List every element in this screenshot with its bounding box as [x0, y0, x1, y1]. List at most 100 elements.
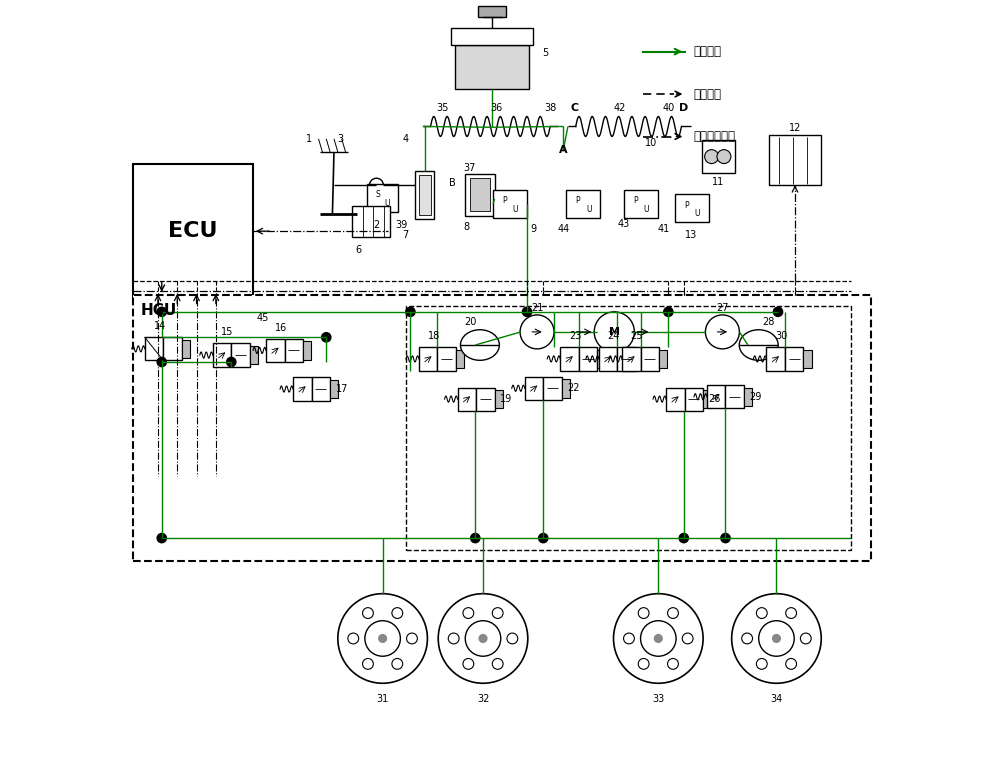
Bar — [641, 347, 659, 370]
Bar — [476, 388, 495, 411]
Text: B: B — [449, 178, 456, 188]
Ellipse shape — [739, 329, 778, 360]
Text: 30: 30 — [775, 331, 787, 341]
Bar — [419, 347, 437, 370]
Text: 21: 21 — [531, 302, 543, 312]
Text: 10: 10 — [644, 138, 657, 148]
Bar — [560, 347, 579, 370]
Text: 驱动电路: 驱动电路 — [693, 88, 721, 101]
Bar — [622, 347, 641, 370]
Circle shape — [679, 533, 688, 542]
Circle shape — [614, 594, 703, 684]
Bar — [330, 380, 338, 398]
Circle shape — [227, 357, 236, 367]
Bar — [702, 140, 735, 173]
Circle shape — [786, 659, 797, 670]
Text: P: P — [502, 196, 507, 205]
Circle shape — [363, 608, 373, 618]
Bar — [231, 343, 250, 367]
Bar — [579, 347, 597, 370]
Circle shape — [717, 150, 731, 164]
Circle shape — [664, 307, 673, 316]
Text: 16: 16 — [275, 322, 287, 332]
Text: 15: 15 — [221, 327, 234, 337]
Bar — [566, 190, 600, 218]
Circle shape — [732, 594, 821, 684]
Text: 11: 11 — [712, 177, 725, 188]
Text: A: A — [559, 145, 568, 155]
Bar — [456, 350, 464, 368]
Bar — [451, 29, 533, 46]
Bar — [543, 377, 562, 400]
Text: 26: 26 — [709, 394, 721, 404]
Bar — [182, 339, 190, 358]
Text: 4: 4 — [403, 134, 409, 144]
Bar — [803, 350, 812, 368]
Circle shape — [721, 533, 730, 542]
Bar — [478, 6, 506, 17]
Text: 13: 13 — [685, 230, 698, 240]
Circle shape — [742, 633, 753, 644]
Circle shape — [594, 312, 634, 352]
Circle shape — [668, 608, 678, 618]
Circle shape — [759, 621, 794, 656]
Bar — [303, 341, 311, 360]
Text: U: U — [385, 199, 390, 208]
Bar — [617, 347, 636, 370]
Ellipse shape — [460, 329, 499, 360]
Circle shape — [465, 621, 501, 656]
Bar — [493, 190, 527, 218]
Bar — [666, 388, 685, 411]
Bar — [599, 347, 617, 370]
Circle shape — [638, 659, 649, 670]
Text: 6: 6 — [356, 245, 362, 255]
Bar — [312, 377, 330, 401]
Bar — [470, 178, 490, 212]
Circle shape — [406, 307, 415, 316]
Bar — [419, 175, 430, 215]
Text: 2: 2 — [373, 220, 380, 230]
Bar — [562, 379, 570, 398]
Bar — [725, 385, 744, 408]
Circle shape — [492, 608, 503, 618]
Bar — [437, 347, 456, 370]
Text: 23: 23 — [569, 331, 581, 341]
Circle shape — [379, 635, 386, 642]
Circle shape — [471, 533, 480, 542]
Circle shape — [756, 608, 767, 618]
Circle shape — [338, 594, 427, 684]
Bar — [415, 171, 434, 219]
Circle shape — [448, 633, 459, 644]
Circle shape — [756, 659, 767, 670]
Circle shape — [348, 633, 359, 644]
Circle shape — [479, 635, 487, 642]
Circle shape — [438, 594, 528, 684]
Bar — [624, 190, 658, 218]
Bar — [597, 350, 606, 368]
Circle shape — [705, 150, 719, 164]
Bar — [163, 337, 182, 360]
Text: 33: 33 — [652, 694, 664, 704]
Text: 43: 43 — [617, 219, 630, 229]
Text: 9: 9 — [530, 224, 536, 234]
Text: 5: 5 — [542, 48, 549, 58]
Text: 20: 20 — [464, 317, 477, 327]
Circle shape — [365, 621, 400, 656]
Circle shape — [539, 533, 548, 542]
Bar — [685, 388, 703, 411]
Bar — [744, 388, 752, 406]
Circle shape — [392, 608, 403, 618]
Text: U: U — [513, 205, 518, 214]
Text: 40: 40 — [662, 102, 674, 112]
Bar — [703, 390, 711, 408]
Circle shape — [507, 633, 518, 644]
Circle shape — [705, 315, 739, 349]
Bar — [250, 346, 258, 364]
Text: 32: 32 — [477, 694, 489, 704]
Text: U: U — [586, 205, 592, 214]
Circle shape — [624, 633, 634, 644]
Text: 27: 27 — [716, 302, 729, 312]
Circle shape — [520, 315, 554, 349]
Text: 7: 7 — [403, 230, 409, 240]
Text: P: P — [684, 201, 688, 210]
